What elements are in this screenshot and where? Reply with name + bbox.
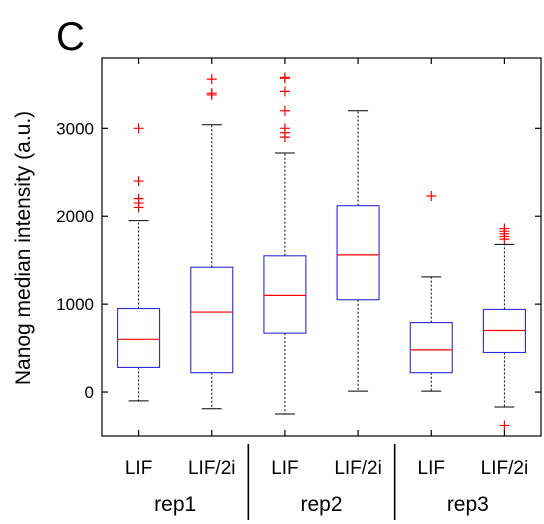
box-5: [409, 191, 453, 392]
outlier-point: [133, 176, 144, 187]
y-tick-label: 2000: [56, 207, 94, 226]
panel-label: C: [56, 15, 85, 59]
iqr-box: [263, 255, 307, 334]
iqr-box: [336, 205, 380, 301]
outlier-point: [499, 420, 510, 431]
y-tick-label: 3000: [56, 119, 94, 138]
outlier-point: [426, 191, 437, 202]
box-1: [117, 123, 161, 402]
outlier-point: [279, 86, 290, 97]
outlier-point: [279, 105, 290, 116]
box-2: [190, 74, 234, 410]
x-category-label: LIF/2i: [481, 458, 529, 479]
y-tick-label: 0: [85, 383, 94, 402]
x-category-label: LIF: [418, 458, 445, 479]
x-category-label: LIF/2i: [334, 458, 382, 479]
iqr-box: [409, 322, 453, 374]
iqr-box: [117, 307, 161, 368]
outlier-point: [206, 74, 217, 85]
outlier-point: [133, 123, 144, 134]
y-tick-label: 1000: [56, 295, 94, 314]
x-category-label: LIF: [271, 458, 298, 479]
outlier-point: [206, 88, 217, 99]
group-label: rep1: [154, 493, 196, 516]
plot-area: 0 1000 2000 3000 LIF LIF/2i LIF LIF/2i LIF LIF/2i…: [56, 57, 542, 520]
plot-frame: [101, 57, 542, 437]
group-label: rep3: [447, 493, 489, 516]
x-category-label: LIF/2i: [188, 458, 236, 479]
box-4: [336, 110, 380, 392]
box-3: [263, 72, 307, 415]
iqr-box: [190, 266, 234, 374]
x-category-label: LIF: [125, 458, 152, 479]
y-axis-label: Nanog median intensity (a.u.): [12, 111, 35, 385]
outlier-point: [499, 223, 510, 234]
box-6: [482, 223, 526, 431]
outlier-point: [279, 72, 290, 83]
outlier-point: [133, 193, 144, 204]
outlier-point: [279, 123, 290, 134]
group-label: rep2: [300, 493, 342, 516]
